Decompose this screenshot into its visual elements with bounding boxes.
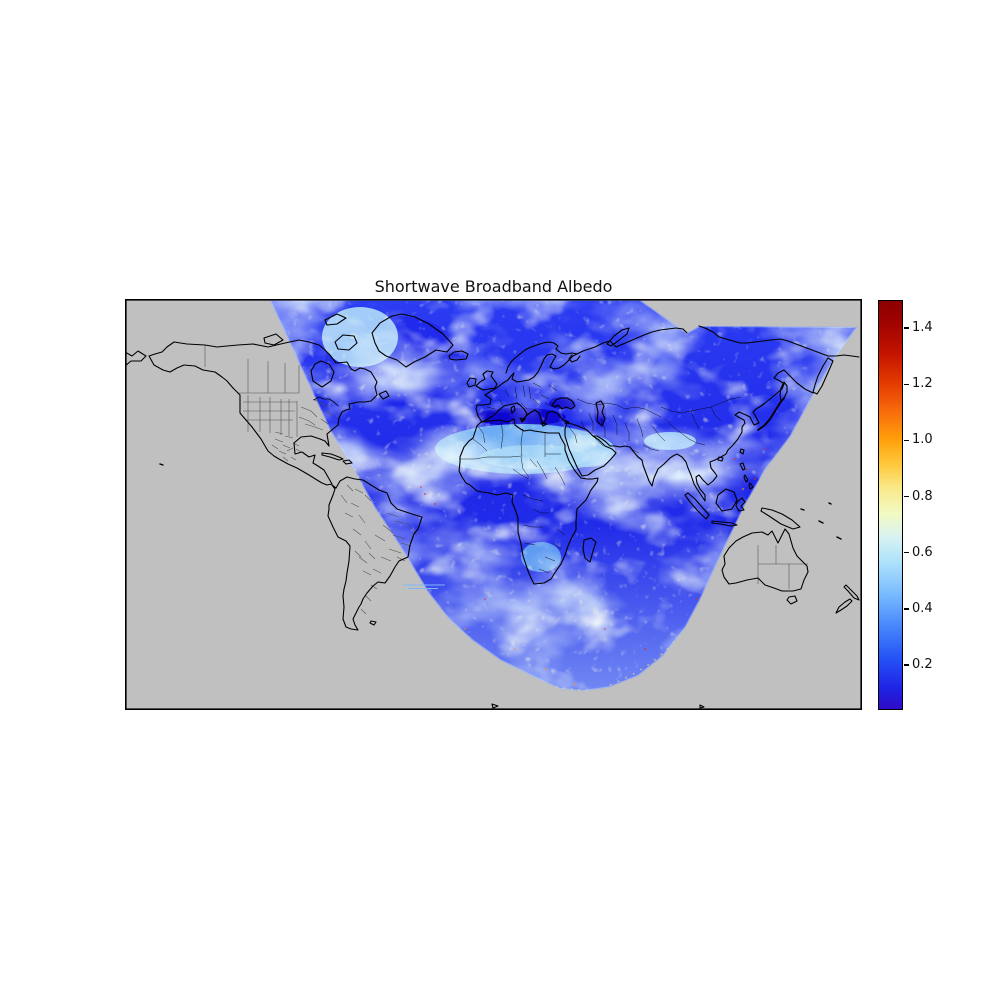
colorbar-tick-label: 0.4 [912, 600, 933, 616]
coast-borneo [715, 488, 738, 512]
coast-okhotsk [760, 369, 814, 407]
coast-pacific-islets [159, 463, 842, 540]
coast-asia-south [592, 405, 762, 502]
map-frame [125, 299, 862, 710]
coast-arabia [564, 422, 617, 477]
albedo-map [125, 299, 862, 710]
coast-sicily [519, 417, 526, 423]
coast-falklands [369, 620, 377, 626]
coast-sumatra [684, 492, 710, 520]
coast-baffin [334, 334, 358, 351]
coast-caspian [595, 400, 606, 427]
coast-new-zealand [835, 584, 860, 614]
coast-iceland [448, 350, 469, 361]
coast-ireland [466, 377, 477, 388]
colorbar-tick-label: 1.0 [912, 432, 933, 448]
coast-antarctic-fragment [491, 703, 705, 709]
coast-black-sea [551, 397, 576, 410]
coast-hispaniola [342, 459, 353, 465]
coastlines-layer [125, 313, 860, 709]
coast-chukotka [125, 350, 147, 367]
coast-russia-arctic-east [698, 325, 860, 358]
red-specks [420, 448, 766, 650]
coast-russia-arctic-west [576, 327, 688, 355]
coast-madagascar [582, 537, 597, 563]
coast-cuba [321, 452, 344, 461]
coast-java [711, 520, 738, 527]
coast-taiwan [739, 448, 745, 455]
coast-australia [721, 528, 809, 592]
colorbar-tick-label: 1.4 [912, 320, 933, 336]
coast-iberia-france [475, 372, 515, 423]
coast-south-america [327, 476, 423, 631]
colorbar-tick-label: 0.6 [912, 544, 933, 560]
coast-japan [757, 397, 785, 431]
coast-victoria-island [263, 333, 284, 346]
coast-ellesmere [324, 313, 347, 326]
coast-kamchatka [812, 357, 834, 395]
admin-borders-layer [204, 345, 808, 615]
colorbar-tick-label: 1.2 [912, 376, 933, 392]
coast-crete [540, 422, 548, 427]
coast-tasmania [786, 595, 798, 605]
coast-hainan [717, 456, 724, 462]
coast-britain [475, 370, 498, 391]
colorbar-tick-mark [904, 383, 909, 385]
coast-africa [458, 418, 599, 585]
coast-newfoundland [378, 390, 390, 400]
coast-new-guinea [760, 507, 801, 530]
colorbar-tick-mark [904, 495, 909, 498]
colorbar-tick-label: 0.8 [912, 488, 933, 504]
colorbar-tick-mark [904, 439, 909, 442]
colorbar [878, 300, 903, 710]
coast-baltic [511, 353, 578, 383]
colorbar-tick-mark [904, 552, 909, 554]
colorbar-tick-mark [904, 608, 909, 610]
coast-great-lakes [313, 396, 339, 407]
coast-novaya-zemlya [606, 327, 630, 347]
coast-north-america [148, 339, 378, 486]
plot-title: Shortwave Broadband Albedo [374, 277, 613, 296]
coast-sardinia [510, 405, 516, 414]
orange-specks [464, 488, 744, 685]
coast-philippines [739, 462, 754, 490]
coast-norway [505, 341, 578, 374]
artifact-lines [403, 584, 445, 589]
map-plot [125, 299, 862, 710]
coast-cyprus [564, 420, 570, 425]
colorbar-tick-mark [904, 327, 909, 329]
coast-hudson-bay [310, 360, 335, 388]
coast-sulawesi [735, 497, 746, 512]
colorbar-tick-mark [904, 664, 909, 666]
colorbar-tick-label: 0.2 [912, 657, 933, 673]
coast-white-sea [568, 354, 581, 363]
coast-greenland [371, 313, 454, 368]
